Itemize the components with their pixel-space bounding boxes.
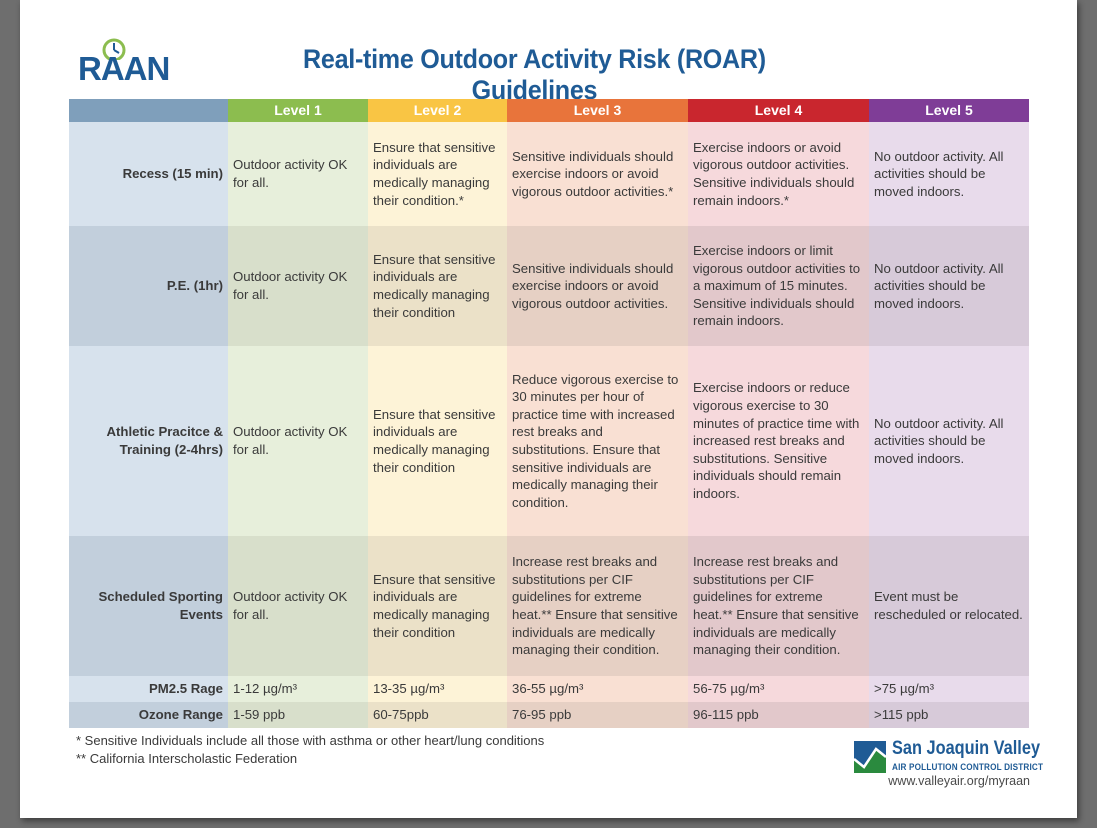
table-cell: 36-55 µg/m³ (507, 676, 688, 702)
table-row-pm25: PM2.5 Rage 1-12 µg/m³ 13-35 µg/m³ 36-55 … (69, 676, 1029, 702)
header-corner (69, 99, 228, 122)
table-cell: Outdoor activity OK for all. (228, 226, 368, 346)
table-cell: >75 µg/m³ (869, 676, 1029, 702)
table-cell: 96-115 ppb (688, 702, 869, 728)
table-cell: 1-59 ppb (228, 702, 368, 728)
table-cell: 76-95 ppb (507, 702, 688, 728)
table-row-ozone: Ozone Range 1-59 ppb 60-75ppb 76-95 ppb … (69, 702, 1029, 728)
table-cell: Exercise indoors or reduce vigorous exer… (688, 346, 869, 536)
table-cell: Reduce vigorous exercise to 30 minutes p… (507, 346, 688, 536)
level-1-header: Level 1 (228, 99, 368, 122)
table-cell: Exercise indoors or avoid vigorous outdo… (688, 122, 869, 226)
table-row-sporting-events: Scheduled Sporting Events Outdoor activi… (69, 536, 1029, 676)
table-cell: Sensitive individuals should exercise in… (507, 226, 688, 346)
table-cell: Ensure that sensitive individuals are me… (368, 122, 507, 226)
table-cell: Outdoor activity OK for all. (228, 346, 368, 536)
level-5-header: Level 5 (869, 99, 1029, 122)
roar-guidelines-table: Level 1 Level 2 Level 3 Level 4 Level 5 … (69, 99, 1029, 728)
footnote-sensitive: * Sensitive Individuals include all thos… (76, 733, 545, 748)
logo-text: RAAN (78, 50, 170, 87)
table-cell: Sensitive individuals should exercise in… (507, 122, 688, 226)
table-cell: >115 ppb (869, 702, 1029, 728)
row-label: Athletic Pracitce & Training (2-4hrs) (69, 346, 228, 536)
table-cell: 13-35 µg/m³ (368, 676, 507, 702)
table-cell: Event must be rescheduled or relocated. (869, 536, 1029, 676)
table-cell: Outdoor activity OK for all. (228, 122, 368, 226)
row-label: P.E. (1hr) (69, 226, 228, 346)
level-4-header: Level 4 (688, 99, 869, 122)
mountain-icon (854, 741, 886, 773)
footnote-cif: ** California Interscholastic Federation (76, 751, 298, 766)
table-cell: Increase rest breaks and substitutions p… (507, 536, 688, 676)
table-row-pe: P.E. (1hr) Outdoor activity OK for all. … (69, 226, 1029, 346)
district-logo: San Joaquin Valley AIR POLLUTION CONTROL… (854, 738, 1043, 793)
page-title: Real-time Outdoor Activity Risk (ROAR) G… (303, 44, 766, 105)
table-cell: Outdoor activity OK for all. (228, 536, 368, 676)
level-3-header: Level 3 (507, 99, 688, 122)
table-cell: 60-75ppb (368, 702, 507, 728)
row-label: Ozone Range (69, 702, 228, 728)
row-label: Scheduled Sporting Events (69, 536, 228, 676)
table-row-athletic-practice: Athletic Pracitce & Training (2-4hrs) Ou… (69, 346, 1029, 536)
footnotes: * Sensitive Individuals include all thos… (76, 732, 544, 768)
table-cell: Ensure that sensitive individuals are me… (368, 226, 507, 346)
table-cell: Exercise indoors or limit vigorous outdo… (688, 226, 869, 346)
clock-icon (102, 38, 126, 60)
table-cell: No outdoor activity. All activities shou… (869, 122, 1029, 226)
table-cell: Increase rest breaks and substitutions p… (688, 536, 869, 676)
table-cell: Ensure that sensitive individuals are me… (368, 536, 507, 676)
document-page: RAAN Real-time Outdoor Activity Risk (RO… (20, 0, 1077, 818)
district-name: San Joaquin Valley (892, 738, 1041, 759)
district-url[interactable]: www.valleyair.org/myraan (888, 774, 1030, 788)
table-row-recess: Recess (15 min) Outdoor activity OK for … (69, 122, 1029, 226)
level-header-row: Level 1 Level 2 Level 3 Level 4 Level 5 (69, 99, 1029, 122)
table-cell: Ensure that sensitive individuals are me… (368, 346, 507, 536)
district-subtitle: AIR POLLUTION CONTROL DISTRICT (892, 762, 1044, 773)
row-label: PM2.5 Rage (69, 676, 228, 702)
table-cell: No outdoor activity. All activities shou… (869, 346, 1029, 536)
raan-logo: RAAN (78, 38, 170, 87)
row-label: Recess (15 min) (69, 122, 228, 226)
table-cell: 56-75 µg/m³ (688, 676, 869, 702)
level-2-header: Level 2 (368, 99, 507, 122)
table-cell: No outdoor activity. All activities shou… (869, 226, 1029, 346)
table-cell: 1-12 µg/m³ (228, 676, 368, 702)
